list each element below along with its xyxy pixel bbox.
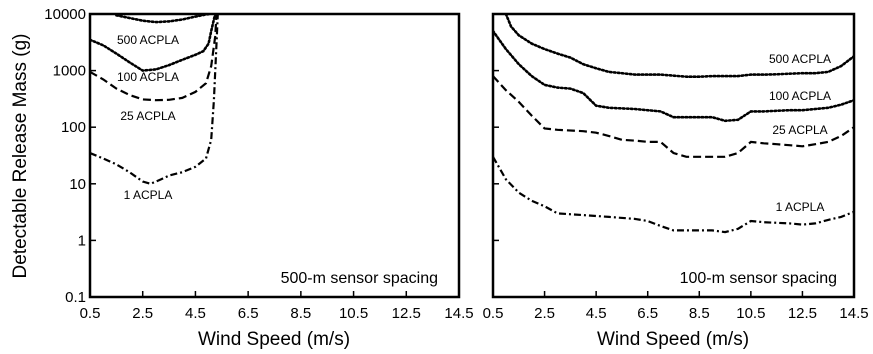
series-line-500-acpla [504,14,854,78]
y-tick-label: 0.1 [65,289,86,306]
x-tick-label: 8.5 [290,305,311,322]
series-label: 500 ACPLA [769,52,831,66]
x-tick-label: 8.5 [689,305,710,322]
right-panel-annotation: 100-m sensor spacing [680,270,837,287]
left-plot-frame [88,12,461,299]
series-line-100-acpla [493,29,854,123]
y-tick-label: 100 [61,119,86,136]
left-x-axis-label: Wind Speed (m/s) [198,329,350,350]
x-tick-label: 0.5 [80,305,101,322]
y-tick-label: 10 [69,176,86,193]
series-label: 1 ACPLA [776,200,825,214]
series-label: 500 ACPLA [117,33,179,47]
x-tick-label: 4.5 [185,305,206,322]
series-label: 25 ACPLA [772,123,827,137]
series-label: 25 ACPLA [120,109,175,123]
right-plot-frame [491,12,856,299]
series-label: 100 ACPLA [117,70,179,84]
x-tick-label: 12.5 [392,305,421,322]
y-tick-label: 1 [78,232,86,249]
series-label: 100 ACPLA [769,89,831,103]
x-tick-label: 10.5 [736,305,765,322]
x-tick-label: 4.5 [586,305,607,322]
left-panel-annotation: 500-m sensor spacing [281,270,438,287]
series-line-500-acpla [115,14,212,24]
x-tick-label: 0.5 [483,305,504,322]
series-line-1-acpla [493,156,854,234]
series-line-25-acpla [90,14,218,102]
x-tick-label: 14.5 [444,305,473,322]
left-panel: Detectable Release Mass (g) Wind Speed (… [10,6,474,350]
series-line-25-acpla [493,75,854,158]
x-tick-label: 2.5 [534,305,555,322]
right-x-axis-label: Wind Speed (m/s) [597,329,749,350]
x-tick-label: 6.5 [637,305,658,322]
left-y-axis-label: Detectable Release Mass (g) [10,34,31,279]
right-panel: Wind Speed (m/s) 100-m sensor spacing 0.… [483,12,869,350]
x-tick-label: 2.5 [132,305,153,322]
series-line-100-acpla [90,14,217,72]
x-tick-label: 6.5 [238,305,259,322]
series-line-1-acpla [90,14,219,185]
x-tick-label: 10.5 [339,305,368,322]
series-label: 1 ACPLA [124,188,173,202]
x-tick-label: 14.5 [839,305,868,322]
y-tick-label: 10000 [44,6,86,23]
y-tick-label: 1000 [53,63,86,80]
x-tick-label: 12.5 [788,305,817,322]
